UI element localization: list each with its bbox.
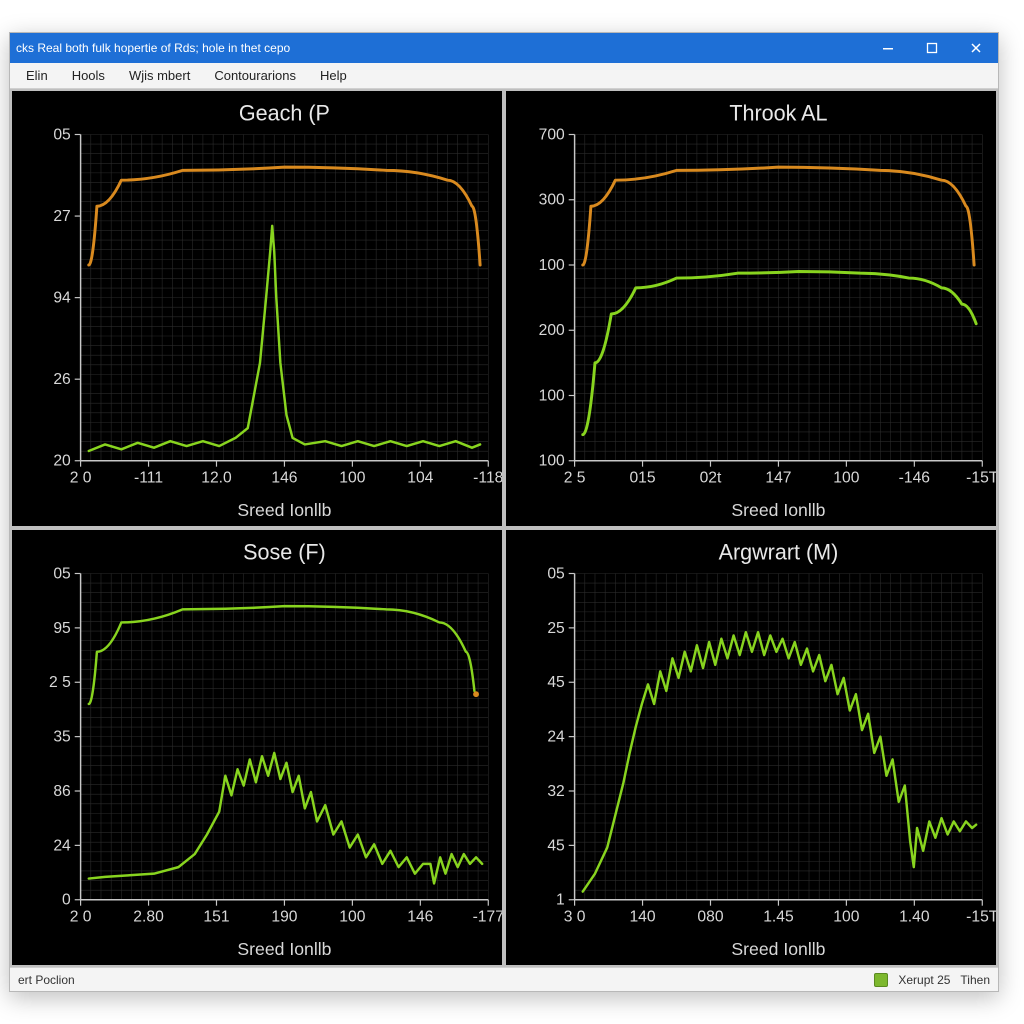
svg-text:27: 27 [53, 208, 70, 225]
window-controls [866, 33, 998, 63]
svg-text:015: 015 [629, 469, 655, 486]
svg-text:700: 700 [539, 126, 565, 143]
menu-item-0[interactable]: Elin [16, 66, 58, 85]
svg-text:0: 0 [62, 892, 71, 909]
svg-text:Sreed Ionllb: Sreed Ionllb [237, 500, 331, 520]
svg-text:190: 190 [271, 908, 297, 925]
svg-text:95: 95 [53, 620, 71, 637]
svg-text:100: 100 [539, 257, 565, 274]
svg-text:05: 05 [547, 565, 565, 582]
svg-text:45: 45 [547, 674, 565, 691]
svg-text:20: 20 [53, 453, 71, 470]
svg-text:-15T: -15T [966, 469, 996, 486]
svg-text:Sose (F): Sose (F) [243, 540, 326, 565]
svg-text:146: 146 [407, 908, 433, 925]
svg-text:300: 300 [539, 192, 565, 209]
svg-text:100: 100 [539, 453, 565, 470]
svg-text:200: 200 [539, 322, 565, 339]
svg-text:2 5: 2 5 [564, 469, 586, 486]
svg-text:Sreed Ionllb: Sreed Ionllb [731, 500, 825, 520]
status-icon [874, 973, 888, 987]
svg-text:1.40: 1.40 [899, 908, 930, 925]
svg-text:24: 24 [547, 729, 565, 746]
svg-text:100: 100 [339, 908, 365, 925]
svg-text:-118: -118 [473, 469, 502, 486]
svg-text:02t: 02t [700, 469, 722, 486]
status-text-2: Tihen [960, 973, 990, 987]
svg-text:104: 104 [407, 469, 433, 486]
svg-text:100: 100 [339, 469, 365, 486]
application-window: cks Real both fulk hopertie of Rds; hole… [9, 32, 999, 992]
svg-text:25: 25 [547, 620, 565, 637]
menubar: Elin Hools Wjis mbert Contourarions Help [10, 63, 998, 89]
menu-item-1[interactable]: Hools [62, 66, 115, 85]
chart-grid: Geach (P05279426202 0-11112.0146100104-1… [10, 89, 998, 967]
svg-text:1: 1 [556, 892, 565, 909]
svg-text:100: 100 [833, 469, 859, 486]
svg-text:Sreed Ionllb: Sreed Ionllb [237, 939, 331, 959]
svg-text:2 5: 2 5 [49, 674, 71, 691]
svg-text:147: 147 [765, 469, 791, 486]
svg-text:32: 32 [547, 783, 564, 800]
svg-text:Sreed Ionllb: Sreed Ionllb [731, 939, 825, 959]
svg-text:-111: -111 [134, 469, 163, 486]
close-button[interactable] [954, 33, 998, 63]
status-text-1: Xerupt 25 [898, 973, 950, 987]
svg-text:05: 05 [53, 126, 71, 143]
svg-text:24: 24 [53, 837, 71, 854]
menu-item-3[interactable]: Contourarions [204, 66, 306, 85]
svg-text:-15T: -15T [966, 908, 996, 925]
svg-text:Argwrart (M): Argwrart (M) [719, 540, 839, 565]
svg-text:12.0: 12.0 [201, 469, 232, 486]
svg-text:140: 140 [629, 908, 655, 925]
titlebar[interactable]: cks Real both fulk hopertie of Rds; hole… [10, 33, 998, 63]
chart-panel-bottom_right[interactable]: Argwrart (M) 05 25 45 24 32 45 13 0 140 080 1.45 10… [504, 528, 998, 967]
chart-panel-top_left[interactable]: Geach (P 05 27 94 26 202 0 -111 12.0 146 100 104 -1… [10, 89, 504, 528]
svg-text:26: 26 [53, 371, 71, 388]
chart-panel-bottom_left[interactable]: Sose (F) 05 95 2 5 35 86 24 02 0 2.80 151 190 100 14… [10, 528, 504, 967]
maximize-button[interactable] [910, 33, 954, 63]
chart-panel-top_right[interactable]: Throok AL7003001002001001002 501502t1471… [504, 89, 998, 528]
svg-text:Geach (P: Geach (P [239, 101, 330, 126]
svg-text:Throok AL: Throok AL [729, 101, 827, 126]
svg-text:100: 100 [539, 387, 565, 404]
status-right: Xerupt 25 Tihen [874, 973, 990, 987]
svg-text:2.80: 2.80 [133, 908, 164, 925]
svg-text:94: 94 [53, 290, 71, 307]
svg-text:-177: -177 [473, 908, 502, 925]
svg-text:05: 05 [53, 565, 71, 582]
status-left: ert Poclion [18, 973, 874, 987]
svg-text:3 0: 3 0 [564, 908, 586, 925]
svg-text:2 0: 2 0 [70, 469, 92, 486]
svg-text:080: 080 [697, 908, 723, 925]
svg-text:100: 100 [833, 908, 859, 925]
minimize-button[interactable] [866, 33, 910, 63]
svg-text:86: 86 [53, 783, 71, 800]
svg-text:45: 45 [547, 837, 565, 854]
svg-text:2 0: 2 0 [70, 908, 92, 925]
menu-item-4[interactable]: Help [310, 66, 357, 85]
statusbar: ert Poclion Xerupt 25 Tihen [10, 967, 998, 991]
svg-text:1.45: 1.45 [763, 908, 794, 925]
menu-item-2[interactable]: Wjis mbert [119, 66, 200, 85]
svg-text:151: 151 [203, 908, 229, 925]
svg-text:146: 146 [271, 469, 297, 486]
window-title: cks Real both fulk hopertie of Rds; hole… [16, 41, 866, 55]
svg-text:35: 35 [53, 729, 71, 746]
svg-text:-146: -146 [899, 469, 931, 486]
